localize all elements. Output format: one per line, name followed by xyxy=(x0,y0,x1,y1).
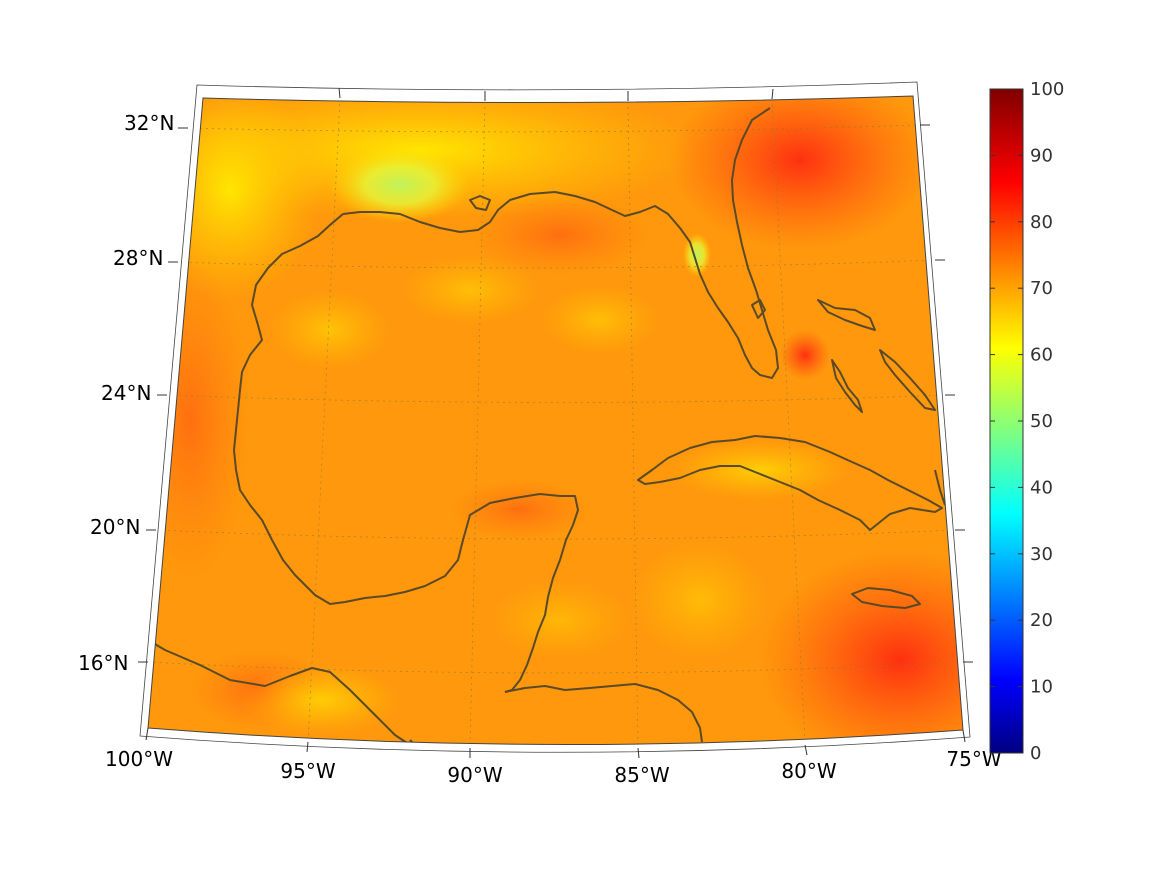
lat-label-16: 16°N xyxy=(78,651,128,675)
field-red-west xyxy=(148,260,250,580)
lon-label-85: 85°W xyxy=(614,763,669,787)
lat-label-32: 32°N xyxy=(124,111,174,135)
coast-bahamas-1 xyxy=(831,359,863,413)
field-yellow-carib xyxy=(630,540,770,660)
coast-cuba xyxy=(637,435,943,531)
field-yellow-hond xyxy=(490,580,630,660)
field-yellow-gulf-3 xyxy=(540,285,660,355)
lon-label-80: 80°W xyxy=(781,759,836,783)
field-red-se xyxy=(760,550,963,745)
field-layer xyxy=(148,96,963,745)
lon-labels: 100°W 95°W 90°W 85°W 80°W 75°W xyxy=(105,747,1002,787)
colorbar-label: 40 xyxy=(1030,477,1053,498)
coast-bahamas-3 xyxy=(817,299,876,331)
field-yellow-pacific xyxy=(240,665,400,735)
field-red-ne xyxy=(670,96,930,250)
colorbar-label: 90 xyxy=(1030,145,1053,166)
lon-label-90: 90°W xyxy=(447,763,502,787)
lon-label-100: 100°W xyxy=(105,747,173,771)
coast-jamaica xyxy=(851,587,921,609)
coastlines xyxy=(148,107,946,745)
colorbar-ticks xyxy=(990,88,1023,754)
colorbar-label: 0 xyxy=(1030,743,1041,764)
map-frame-outer xyxy=(139,81,971,753)
lat-label-28: 28°N xyxy=(113,246,163,270)
field-yellow-gulf-2 xyxy=(400,255,540,325)
map-frame xyxy=(147,95,964,746)
colorbar-label: 10 xyxy=(1030,677,1053,698)
coast-bahamas-2 xyxy=(879,349,936,411)
coast-gulf-west xyxy=(233,213,579,693)
lon-label-95: 95°W xyxy=(280,759,335,783)
coast-mississippi xyxy=(469,195,491,211)
colorbar-label: 50 xyxy=(1030,411,1053,432)
colorbar-label: 70 xyxy=(1030,278,1053,299)
colorbar-labels: 0 10 20 30 40 50 60 70 80 90 100 xyxy=(1030,79,1064,764)
field-red-yucatan xyxy=(450,480,590,540)
colorbar-label: 20 xyxy=(1030,610,1053,631)
colorbar-label: 100 xyxy=(1030,79,1064,100)
field-red-bahamas xyxy=(780,330,830,380)
coast-florida-lake xyxy=(751,299,766,319)
field-red-gulf-north xyxy=(470,195,650,275)
field-yellow-gulf-1 xyxy=(270,290,390,370)
colorbar-label: 80 xyxy=(1030,212,1053,233)
lat-label-24: 24°N xyxy=(101,381,151,405)
graticule xyxy=(148,97,963,745)
field-yellow-cuba xyxy=(670,440,850,500)
frame-ticks xyxy=(138,87,973,759)
field-green-spot xyxy=(330,147,470,223)
colorbar-label: 60 xyxy=(1030,345,1053,366)
coast-hispaniola-stub xyxy=(934,469,946,506)
colorbar: 0 10 20 30 40 50 60 70 80 90 100 xyxy=(989,79,1064,764)
lat-labels: 32°N 28°N 24°N 20°N 16°N xyxy=(78,111,174,675)
colorbar-gradient xyxy=(989,88,1024,754)
coast-gulf-north xyxy=(342,107,779,379)
lat-label-20: 20°N xyxy=(90,515,140,539)
colorbar-label: 30 xyxy=(1030,544,1053,565)
coast-honduras xyxy=(504,683,703,743)
